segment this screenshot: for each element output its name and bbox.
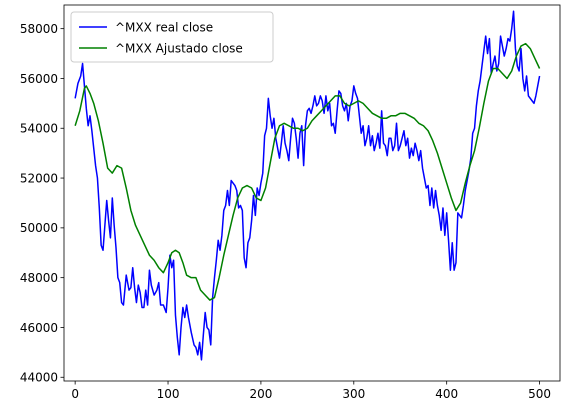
plot-frame [63,4,561,382]
series-line-0 [74,10,541,361]
y-tick-label: 52000 [20,171,58,185]
x-tick-label: 200 [249,387,272,401]
plot-background [64,5,560,381]
y-tick-label: 44000 [20,371,58,385]
y-tick-label: 58000 [20,22,58,36]
legend: ^MXX real close ^MXX Ajustado close [70,11,274,63]
series-lines [74,10,541,361]
legend-box [70,11,274,63]
x-tick-label: 0 [71,387,79,401]
axis-ticks: 0 100 200 300 400 500 44000 46000 48000 50000 5200… [20,22,551,401]
x-tick-label: 300 [342,387,365,401]
y-tick-label: 46000 [20,321,58,335]
series-line-1 [74,42,541,301]
x-tick-label: 500 [528,387,551,401]
legend-label: ^MXX real close [115,21,213,35]
y-tick-label: 50000 [20,221,58,235]
x-tick-label: 100 [157,387,180,401]
y-tick-label: 48000 [20,271,58,285]
legend-label: ^MXX Ajustado close [115,42,243,56]
x-tick-label: 400 [435,387,458,401]
y-tick-label: 56000 [20,72,58,86]
y-tick-label: 54000 [20,122,58,136]
